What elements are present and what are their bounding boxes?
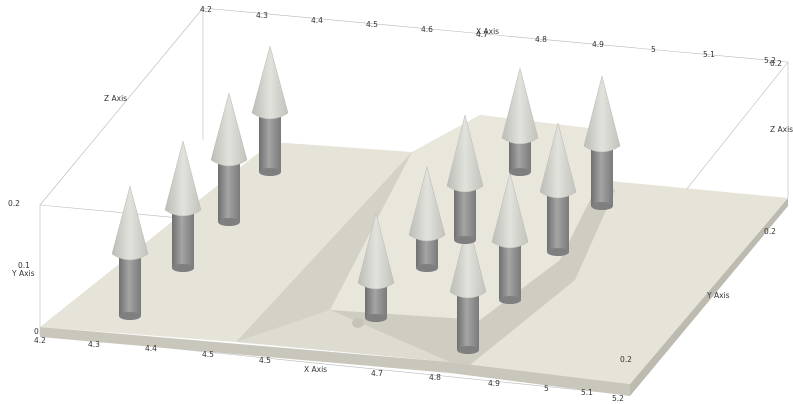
right-z-tick-2: 0.2 <box>620 355 632 364</box>
arrow-glyph-5 <box>408 166 446 272</box>
arrow-shaft <box>591 142 613 206</box>
arrow-glyph-0 <box>111 185 149 320</box>
arrow-shaft-base <box>454 236 476 244</box>
arrow-head-cone <box>491 172 529 249</box>
arrow-shaft-base <box>259 168 281 176</box>
arrow-glyphs <box>111 45 621 354</box>
bottom-x-tick-2: 4.4 <box>145 344 157 353</box>
left-z-axis: Z Axis 0.2 0.1 Y Axis 0 <box>8 94 127 336</box>
arrow-shaft <box>365 279 387 318</box>
ramp-right-slope <box>330 180 615 365</box>
ramp-hole <box>352 318 364 328</box>
arrow-shaft <box>454 182 476 240</box>
arrow-head-cone <box>111 185 149 261</box>
bottom-x-tick-10: 5.2 <box>612 394 624 403</box>
right-z-tick-0: 0.2 <box>770 59 782 68</box>
top-x-tick-9: 5.1 <box>703 50 715 59</box>
arrow-shaft <box>218 156 240 222</box>
bottom-x-tick-7: 4.9 <box>488 379 500 388</box>
arrow-shaft-base <box>119 312 141 320</box>
right-z-tick-1: 0.2 <box>764 227 776 236</box>
arrow-shaft <box>457 288 479 350</box>
arrow-head-cone <box>446 114 484 193</box>
arrow-shaft <box>172 206 194 268</box>
arrow-shaft <box>547 188 569 252</box>
arrow-shaft <box>499 238 521 300</box>
arrow-glyph-4 <box>357 212 395 322</box>
grid-top-back-edge <box>202 7 789 63</box>
left-z-tick-2: 0 <box>34 327 39 336</box>
grid-left-back-edge <box>39 7 204 206</box>
arrow-head-cone <box>251 45 289 120</box>
arrow-head-cone <box>501 67 539 145</box>
bottom-x-tick-9: 5.1 <box>581 388 593 397</box>
bottom-x-tick-1: 4.3 <box>88 340 100 349</box>
left-z-tick-1: 0.1 <box>18 261 30 270</box>
ramp-front-face <box>236 310 450 362</box>
bottom-x-axis: 4.2 4.3 4.4 4.5 4.5 X Axis 4.7 4.8 4.9 5… <box>34 336 624 403</box>
arrow-head-cone <box>539 122 577 199</box>
arrow-shaft-base <box>591 202 613 210</box>
arrow-shaft-base <box>365 314 387 322</box>
arrow-glyph-8 <box>491 172 529 304</box>
plate-right-side-face <box>630 198 788 396</box>
arrow-glyph-11 <box>583 75 621 210</box>
top-x-tick-1: 4.3 <box>256 11 268 20</box>
bottom-x-tick-3: 4.5 <box>202 350 214 359</box>
bottom-x-tick-4: 4.5 <box>259 356 271 365</box>
arrow-glyph-7 <box>446 114 484 244</box>
top-x-tick-6: 4.8 <box>535 35 547 44</box>
arrow-shaft-base <box>547 248 569 256</box>
arrow-head-cone <box>449 221 487 299</box>
arrow-shaft-base <box>509 168 531 176</box>
top-x-tick-4: 4.6 <box>421 25 433 34</box>
arrow-glyph-10 <box>539 122 577 256</box>
arrow-glyph-1 <box>164 140 202 272</box>
top-x-tick-2: 4.4 <box>311 16 323 25</box>
top-x-axis-title: X Axis <box>476 27 499 36</box>
top-x-axis: 4.2 4.3 4.4 4.5 4.6 4.7 4.8 4.9 5 5.1 5.… <box>200 5 776 65</box>
top-x-tick-8: 5 <box>651 45 656 54</box>
arrow-shaft <box>119 250 141 316</box>
arrow-shaft-base <box>172 264 194 272</box>
bottom-x-tick-8: 5 <box>544 384 549 393</box>
left-z-axis-title: Z Axis <box>104 94 127 103</box>
arrow-shaft-base <box>416 264 438 272</box>
arrow-shaft <box>259 109 281 172</box>
arrow-shaft-base <box>499 296 521 304</box>
left-z-tick-0: 0.2 <box>8 199 20 208</box>
bottom-x-tick-0: 4.2 <box>34 336 46 345</box>
top-x-tick-3: 4.5 <box>366 20 378 29</box>
bottom-x-tick-6: 4.8 <box>429 373 441 382</box>
arrow-head-cone <box>408 166 446 242</box>
arrow-shaft-base <box>457 346 479 354</box>
arrow-head-cone <box>357 212 395 290</box>
arrow-glyph-2 <box>210 92 248 226</box>
top-x-tick-0: 4.2 <box>200 5 212 14</box>
top-x-tick-7: 4.9 <box>592 40 604 49</box>
arrow-glyph-6 <box>449 221 487 354</box>
top-x-tick-5: 4.7 <box>476 30 488 39</box>
top-x-tick-10: 5.2 <box>764 56 776 65</box>
arrow-glyph-9 <box>501 67 539 176</box>
right-z-axis-title: Z Axis <box>770 125 793 134</box>
right-y-axis-title: Y Axis <box>706 291 730 300</box>
arrow-head-cone <box>210 92 248 167</box>
arrow-glyph-3 <box>251 45 289 176</box>
bottom-x-axis-title: X Axis <box>304 365 327 374</box>
arrow-shaft-base <box>218 218 240 226</box>
right-axis: 0.2 Z Axis 0.2 Y Axis 0.2 <box>620 59 793 364</box>
plate-side-face <box>40 327 630 396</box>
arrow-head-cone <box>583 75 621 153</box>
arrow-head-cone <box>164 140 202 217</box>
left-y-axis-title: Y Axis <box>11 269 35 278</box>
bottom-x-tick-5: 4.7 <box>371 369 383 378</box>
